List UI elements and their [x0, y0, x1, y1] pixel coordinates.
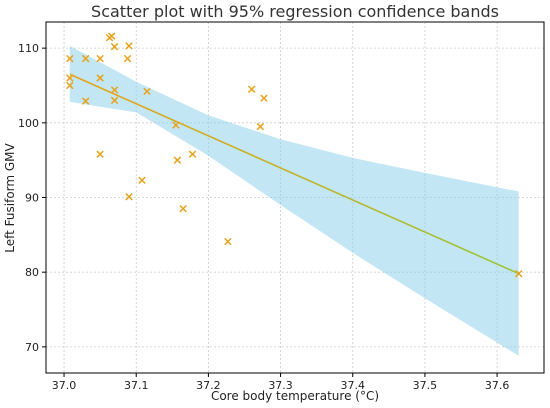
y-tick-label: 70: [25, 341, 39, 354]
data-point: [123, 54, 132, 63]
data-point-stroke-b: [66, 54, 74, 63]
chart-title: Scatter plot with 95% regression confide…: [91, 2, 499, 21]
data-point-stroke-b: [110, 96, 119, 105]
data-point: [247, 85, 256, 93]
data-point: [143, 87, 151, 96]
data-point: [515, 269, 523, 278]
confidence-band: [69, 45, 519, 356]
ticks-layer: 37.0 37.1 37.2 37.3 37.4 37.5 37.6 70 80 90 100 110: [18, 42, 509, 392]
data-point: [172, 121, 180, 129]
data-point-stroke-b: [224, 237, 232, 246]
x-tick-label: 37.5: [413, 379, 438, 392]
y-tick-label: 80: [25, 266, 39, 279]
data-point-stroke-b: [188, 150, 197, 158]
data-point-stroke-b: [179, 204, 187, 213]
data-point: [110, 96, 119, 105]
data-point-stroke-b: [143, 87, 151, 96]
data-point: [138, 176, 146, 185]
data-point: [81, 54, 90, 63]
data-point-stroke-b: [107, 32, 116, 40]
data-point-stroke-b: [515, 269, 523, 278]
x-tick-label: 37.0: [52, 379, 77, 392]
data-point-stroke-b: [96, 150, 104, 158]
regression-line-layer: [69, 73, 520, 275]
data-point: [107, 32, 116, 40]
x-tick-label: 37.2: [196, 379, 221, 392]
data-point-stroke-b: [172, 121, 180, 129]
data-point: [96, 150, 104, 158]
data-point-stroke-b: [110, 42, 119, 51]
data-point: [188, 150, 197, 158]
data-point-stroke-b: [96, 74, 104, 82]
x-tick-label: 37.6: [485, 379, 510, 392]
y-tick-label: 100: [18, 117, 39, 130]
data-point-stroke-b: [81, 54, 90, 63]
y-tick-label: 110: [18, 42, 39, 55]
data-point-stroke-b: [260, 94, 268, 102]
data-point-stroke-b: [247, 85, 256, 93]
data-point: [173, 156, 182, 164]
data-point: [66, 81, 74, 90]
data-point-stroke-b: [81, 97, 90, 105]
x-tick-label: 37.1: [124, 379, 149, 392]
confidence-band-layer: [69, 45, 519, 356]
data-point: [81, 97, 90, 105]
data-point: [260, 94, 268, 102]
data-point: [96, 74, 104, 82]
y-axis-label: Left Fusiform GMV: [3, 142, 17, 252]
data-point: [66, 74, 74, 82]
data-point-stroke-b: [256, 122, 265, 131]
data-point-stroke-b: [123, 54, 132, 63]
data-point: [125, 193, 133, 201]
x-axis-label: Core body temperature (°C): [211, 389, 379, 403]
data-point: [179, 204, 187, 213]
data-point-stroke-b: [110, 86, 119, 94]
x-tick-label: 37.4: [340, 379, 365, 392]
data-point: [96, 54, 104, 63]
y-tick-label: 90: [25, 192, 39, 205]
data-point: [125, 42, 133, 50]
data-point: [224, 237, 232, 246]
data-point-stroke-b: [125, 193, 133, 201]
data-point: [66, 54, 74, 63]
data-point-stroke-b: [125, 42, 133, 50]
data-point: [256, 122, 265, 131]
points-layer: [66, 32, 523, 278]
regression-line: [69, 73, 520, 275]
data-point: [110, 86, 119, 94]
data-point-stroke-b: [138, 176, 146, 185]
data-point-stroke-b: [96, 54, 104, 63]
data-point: [110, 42, 119, 51]
data-point-stroke-b: [66, 74, 74, 82]
data-point-stroke-b: [173, 156, 182, 164]
x-tick-label: 37.3: [268, 379, 293, 392]
data-point-stroke-b: [66, 81, 74, 90]
